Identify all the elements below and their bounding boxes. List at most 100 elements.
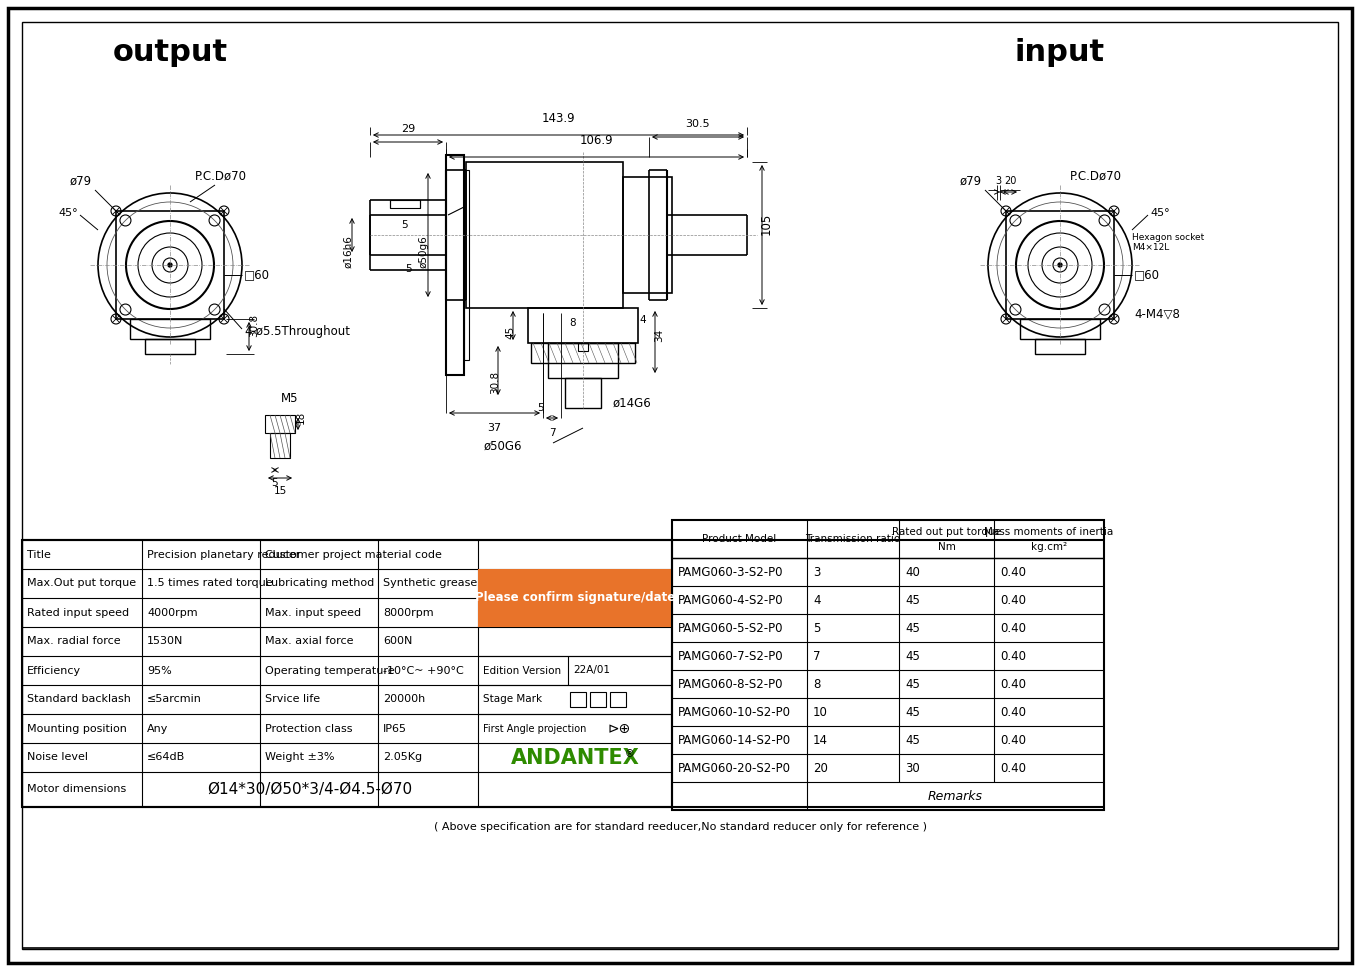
Circle shape — [169, 263, 171, 267]
Text: Weight ±3%: Weight ±3% — [265, 753, 335, 762]
Text: 40: 40 — [904, 565, 919, 579]
Text: PAMG060-4-S2-P0: PAMG060-4-S2-P0 — [679, 593, 783, 607]
Text: PAMG060-10-S2-P0: PAMG060-10-S2-P0 — [679, 706, 792, 719]
Text: 14: 14 — [813, 733, 828, 747]
Text: Max. axial force: Max. axial force — [265, 637, 354, 647]
Text: 18: 18 — [296, 411, 306, 424]
Text: Ø14*30/Ø50*3/4-Ø4.5-Ø70: Ø14*30/Ø50*3/4-Ø4.5-Ø70 — [208, 782, 412, 797]
Bar — [146, 339, 194, 354]
Text: 45°: 45° — [1151, 208, 1170, 218]
Text: 1.5 times rated torque: 1.5 times rated torque — [147, 579, 272, 588]
Text: 45: 45 — [904, 593, 919, 607]
Text: ⊳⊕: ⊳⊕ — [608, 721, 631, 735]
Text: Rated out put torque: Rated out put torque — [892, 527, 1001, 537]
Bar — [131, 319, 209, 339]
Bar — [446, 155, 464, 375]
Text: Any: Any — [147, 723, 169, 733]
Text: 106.9: 106.9 — [579, 134, 613, 147]
Text: 0.40: 0.40 — [1000, 706, 1025, 719]
Text: Srvice life: Srvice life — [265, 694, 320, 705]
Text: 45: 45 — [904, 678, 919, 690]
Text: □60: □60 — [243, 269, 271, 282]
Bar — [22, 540, 672, 807]
Text: 22A/01: 22A/01 — [573, 665, 611, 676]
Text: 95%: 95% — [147, 665, 171, 676]
Text: Efficiency: Efficiency — [27, 665, 82, 676]
Bar — [528, 308, 638, 343]
Circle shape — [1058, 263, 1062, 267]
Text: 5: 5 — [537, 403, 543, 413]
Text: Max.Out put torque: Max.Out put torque — [27, 579, 136, 588]
Text: 4-M4▽8: 4-M4▽8 — [1134, 308, 1180, 320]
Text: PAMG060-7-S2-P0: PAMG060-7-S2-P0 — [679, 650, 783, 662]
Text: 20000h: 20000h — [384, 694, 426, 705]
Bar — [570, 692, 586, 707]
Text: IP65: IP65 — [384, 723, 407, 733]
Text: kg.cm²: kg.cm² — [1031, 542, 1068, 552]
Text: 4: 4 — [639, 315, 646, 325]
Text: ø79: ø79 — [960, 175, 982, 188]
Bar — [271, 433, 290, 458]
Text: Rated input speed: Rated input speed — [27, 608, 129, 618]
Text: 20: 20 — [813, 761, 828, 775]
Text: 4: 4 — [813, 593, 820, 607]
Text: ≤5arcmin: ≤5arcmin — [147, 694, 201, 705]
Text: 3: 3 — [996, 176, 1001, 186]
Bar — [564, 378, 601, 408]
Text: -10°C~ +90°C: -10°C~ +90°C — [384, 665, 464, 676]
Text: 20: 20 — [1004, 176, 1016, 186]
Text: 30.8: 30.8 — [249, 314, 258, 337]
Text: 2.05Kg: 2.05Kg — [384, 753, 422, 762]
Text: 5: 5 — [272, 478, 279, 488]
Text: 30.8: 30.8 — [490, 371, 500, 393]
Text: 1530N: 1530N — [147, 637, 184, 647]
Text: 0.40: 0.40 — [1000, 761, 1025, 775]
Bar — [466, 162, 623, 308]
Text: Max. radial force: Max. radial force — [27, 637, 121, 647]
Text: 0.40: 0.40 — [1000, 621, 1025, 634]
Text: 0.40: 0.40 — [1000, 733, 1025, 747]
Text: 45: 45 — [904, 621, 919, 634]
Text: Please confirm signature/date: Please confirm signature/date — [475, 591, 675, 605]
Text: Hexagon socket: Hexagon socket — [1132, 232, 1204, 242]
Text: 45: 45 — [904, 733, 919, 747]
Bar — [464, 170, 469, 360]
Text: Edition Version: Edition Version — [483, 665, 562, 676]
Text: 45°: 45° — [58, 208, 78, 218]
Text: Product Model: Product Model — [702, 534, 777, 544]
Text: input: input — [1015, 38, 1106, 66]
Text: □60: □60 — [1134, 269, 1160, 282]
Text: 0.40: 0.40 — [1000, 678, 1025, 690]
Text: M5: M5 — [282, 392, 299, 405]
Text: Noise level: Noise level — [27, 753, 88, 762]
Text: 29: 29 — [401, 124, 415, 134]
Text: 10: 10 — [813, 706, 828, 719]
Text: Protection class: Protection class — [265, 723, 352, 733]
Text: ø79: ø79 — [69, 175, 92, 188]
Text: 4-ø5.5Throughout: 4-ø5.5Throughout — [243, 324, 350, 338]
Bar — [265, 415, 295, 433]
Text: M4×12L: M4×12L — [1132, 243, 1170, 251]
Text: Transmission ratio: Transmission ratio — [805, 534, 900, 544]
Text: Stage Mark: Stage Mark — [483, 694, 543, 705]
Text: Max. input speed: Max. input speed — [265, 608, 362, 618]
Text: ø50G6: ø50G6 — [484, 440, 522, 452]
Bar — [578, 343, 588, 351]
Text: PAMG060-20-S2-P0: PAMG060-20-S2-P0 — [679, 761, 792, 775]
Bar — [611, 692, 626, 707]
Text: 45: 45 — [505, 325, 515, 339]
Text: 600N: 600N — [384, 637, 412, 647]
Text: 45: 45 — [904, 706, 919, 719]
Text: Motor dimensions: Motor dimensions — [27, 785, 126, 794]
Text: 7: 7 — [813, 650, 820, 662]
Text: 3: 3 — [813, 565, 820, 579]
Text: First Angle projection: First Angle projection — [483, 723, 586, 733]
Text: 4000rpm: 4000rpm — [147, 608, 197, 618]
Text: Synthetic grease: Synthetic grease — [384, 579, 477, 588]
Text: 45: 45 — [904, 650, 919, 662]
Text: 15: 15 — [273, 486, 287, 496]
Text: PAMG060-3-S2-P0: PAMG060-3-S2-P0 — [679, 565, 783, 579]
Text: 8000rpm: 8000rpm — [384, 608, 434, 618]
Bar — [530, 343, 635, 363]
Bar — [477, 569, 672, 627]
